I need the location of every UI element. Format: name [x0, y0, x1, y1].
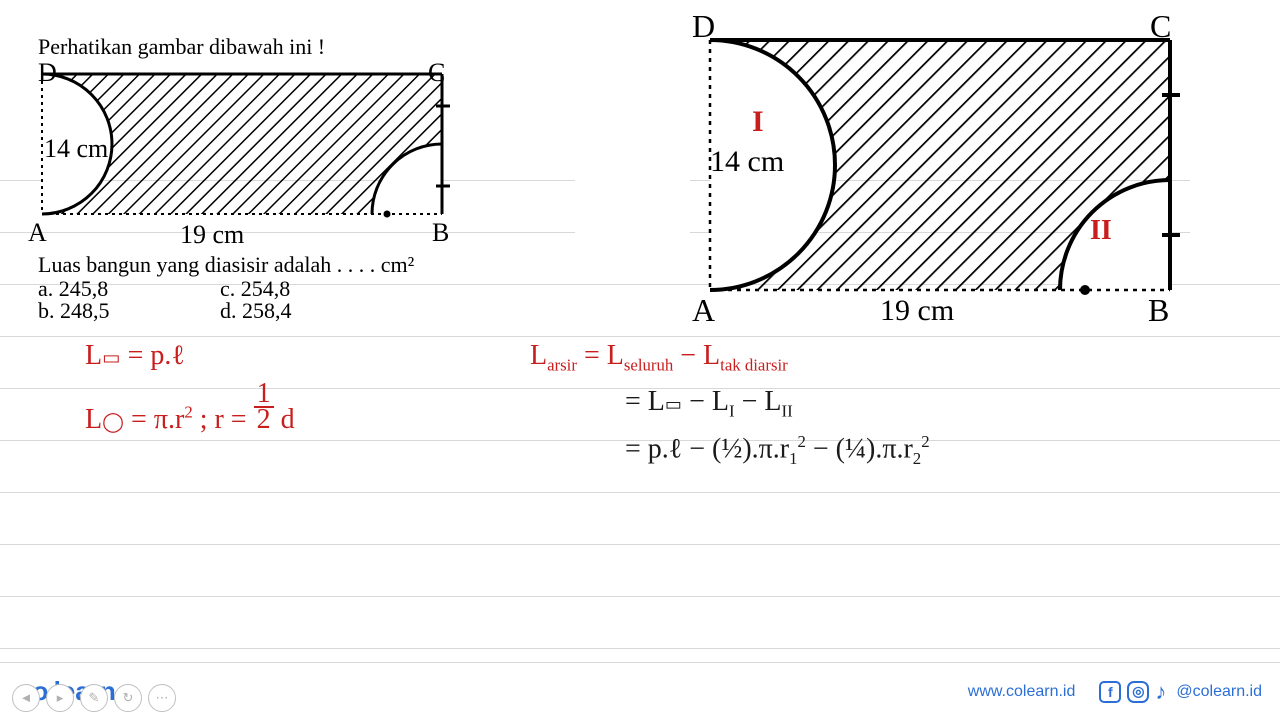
large-label-B: B	[1148, 292, 1169, 329]
playback-controls: ◄ ▸ ✎ ↻ ⋯	[12, 684, 176, 712]
facebook-icon[interactable]: f	[1099, 681, 1121, 703]
formula-arsir-2: = L▭ − LI − LII	[625, 386, 793, 422]
white-gap	[575, 160, 690, 240]
edit-button[interactable]: ✎	[80, 684, 108, 712]
large-label-C: C	[1150, 8, 1171, 45]
play-button[interactable]: ▸	[46, 684, 74, 712]
formula-circle: L◯ = π.r2 ; r = 12 d	[85, 382, 295, 436]
large-label-A: A	[692, 292, 715, 329]
prev-button[interactable]: ◄	[12, 684, 40, 712]
large-height-label: 14 cm	[710, 145, 784, 179]
formula-arsir-3: = p.ℓ − (½).π.r12 − (¼).π.r22	[625, 432, 930, 469]
footer-url[interactable]: www.colearn.id	[968, 683, 1076, 701]
small-label-C: C	[428, 58, 445, 88]
social-handle: @colearn.id	[1176, 683, 1262, 701]
small-label-B: B	[432, 218, 449, 248]
region-2-label: II	[1090, 215, 1112, 247]
formula-rect: L▭ = p.ℓ	[85, 340, 185, 372]
small-width-label: 19 cm	[180, 220, 244, 250]
small-label-A: A	[28, 218, 47, 248]
region-1-label: I	[752, 105, 764, 139]
choice-d: d. 258,4	[220, 298, 292, 324]
formula-arsir-1: Larsir = Lseluruh − Ltak diarsir	[530, 340, 788, 376]
tiktok-icon[interactable]: ♪	[1155, 679, 1166, 705]
footer: co learn www.colearn.id f ◎ ♪ @colearn.i…	[0, 662, 1280, 720]
white-gap	[1190, 160, 1280, 240]
social-icons: f ◎ ♪ @colearn.id	[1099, 679, 1262, 705]
choice-b: b. 248,5	[38, 298, 110, 324]
small-label-D: D	[38, 58, 57, 88]
instagram-icon[interactable]: ◎	[1127, 681, 1149, 703]
question-text: Luas bangun yang diasisir adalah . . . .…	[38, 252, 414, 278]
redo-button[interactable]: ↻	[114, 684, 142, 712]
large-label-D: D	[692, 8, 715, 45]
large-width-label: 19 cm	[880, 294, 954, 328]
small-height-label: 14 cm	[44, 134, 108, 164]
more-button[interactable]: ⋯	[148, 684, 176, 712]
